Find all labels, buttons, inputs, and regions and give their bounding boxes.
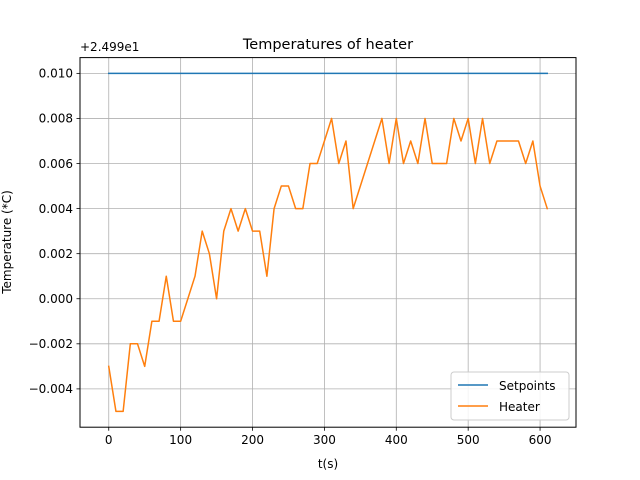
series-line-heater <box>107 117 549 413</box>
x-tick-label: 200 <box>241 433 264 447</box>
x-tick-label: 300 <box>313 433 336 447</box>
legend-box <box>450 371 570 421</box>
y-axis: −0.004 −0.002 0.000 0.002 0.004 0.006 0.008 0.0… <box>29 67 80 396</box>
series-lines <box>107 72 549 413</box>
x-axis-label: t(s) <box>318 457 338 471</box>
y-tick-label: 0.002 <box>39 247 73 261</box>
legend-label-heater: Heater <box>499 400 540 414</box>
y-axis-label: Temperature (*C) <box>0 190 14 295</box>
x-tick-label: 0 <box>105 433 113 447</box>
x-tick-label: 400 <box>385 433 408 447</box>
legend: Setpoints Heater <box>450 371 570 421</box>
y-tick-label: 0.008 <box>39 112 73 126</box>
legend-label-setpoints: Setpoints <box>499 379 556 393</box>
x-tick-label: 600 <box>529 433 552 447</box>
y-tick-label: 0.004 <box>39 202 73 216</box>
y-tick-label: −0.002 <box>29 337 73 351</box>
x-tick-label: 500 <box>457 433 480 447</box>
y-tick-label: −0.004 <box>29 382 73 396</box>
y-tick-label: 0.006 <box>39 157 73 171</box>
x-axis: 0 100 200 300 400 500 600 <box>105 427 552 447</box>
y-tick-label: 0.010 <box>39 67 73 81</box>
y-tick-label: 0.000 <box>39 292 73 306</box>
y-offset-label: +2.499e1 <box>80 40 139 54</box>
x-tick-label: 100 <box>169 433 192 447</box>
plot-frame <box>79 57 577 428</box>
chart-title: Temperatures of heater <box>242 37 413 53</box>
